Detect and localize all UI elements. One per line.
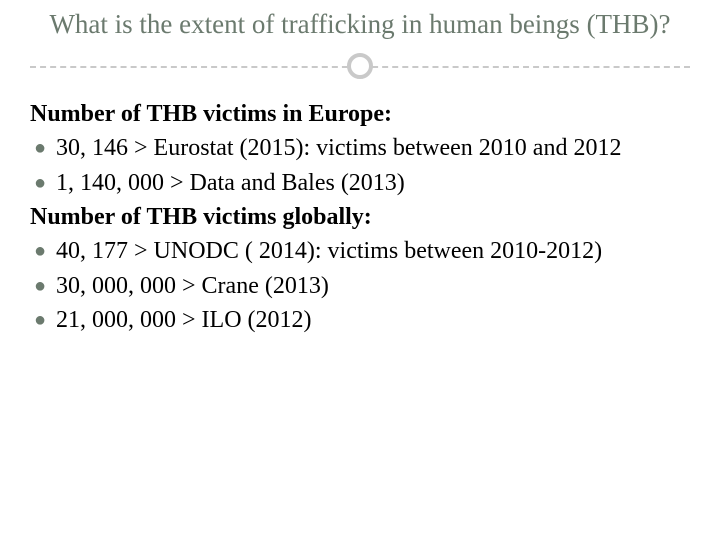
bullet-icon: ●	[30, 304, 56, 336]
bullet-text: 30, 146 > Eurostat (2015): victims betwe…	[56, 132, 690, 164]
bullet-text: 40, 177 > UNODC ( 2014): victims between…	[56, 235, 690, 267]
divider-circle-icon	[347, 53, 373, 79]
bullet-text: 1, 140, 000 > Data and Bales (2013)	[56, 167, 690, 199]
list-item: ● 30, 146 > Eurostat (2015): victims bet…	[30, 132, 690, 164]
section-heading: Number of THB victims in Europe:	[30, 98, 690, 130]
slide-content: Number of THB victims in Europe: ● 30, 1…	[30, 98, 690, 337]
slide-title: What is the extent of trafficking in hum…	[30, 8, 690, 42]
bullet-text: 21, 000, 000 > ILO (2012)	[56, 304, 690, 336]
section-heading: Number of THB victims globally:	[30, 201, 690, 233]
bullet-icon: ●	[30, 235, 56, 267]
bullet-text: 30, 000, 000 > Crane (2013)	[56, 270, 690, 302]
list-item: ● 40, 177 > UNODC ( 2014): victims betwe…	[30, 235, 690, 267]
list-item: ● 30, 000, 000 > Crane (2013)	[30, 270, 690, 302]
title-divider	[30, 52, 690, 80]
bullet-icon: ●	[30, 132, 56, 164]
bullet-icon: ●	[30, 167, 56, 199]
list-item: ● 1, 140, 000 > Data and Bales (2013)	[30, 167, 690, 199]
bullet-icon: ●	[30, 270, 56, 302]
list-item: ● 21, 000, 000 > ILO (2012)	[30, 304, 690, 336]
slide: What is the extent of trafficking in hum…	[0, 0, 720, 540]
